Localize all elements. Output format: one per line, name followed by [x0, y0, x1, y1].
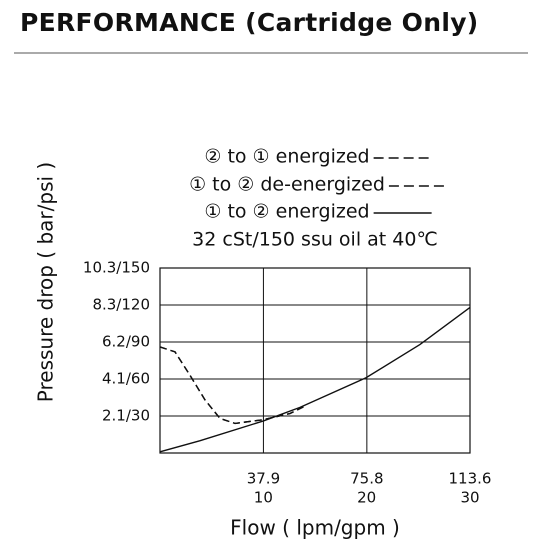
- x2-tick-label: 20: [357, 489, 376, 507]
- legend-label: ① to ② de-energized: [189, 174, 385, 196]
- plot-frame: [159, 267, 471, 454]
- y-tick-label: 4.1/60: [102, 370, 150, 388]
- series-line: [159, 346, 306, 425]
- y-tick-label: 2.1/30: [102, 407, 150, 425]
- x-axis-label: Flow ( lpm/gpm ): [230, 516, 400, 540]
- y-axis-label: Pressure drop ( bar/psi ): [34, 162, 58, 402]
- x-tick-label: 113.6: [449, 470, 492, 488]
- y-tick-label: 8.3/120: [92, 296, 150, 314]
- chart-title: PERFORMANCE (Cartridge Only): [20, 8, 479, 37]
- y-tick-label: 10.3/150: [83, 259, 150, 277]
- legend-label: ① to ② energized: [204, 201, 369, 223]
- legend-label: ② to ① energized: [204, 146, 369, 168]
- annotation: 32 cSt/150 ssu oil at 40℃: [192, 229, 438, 251]
- series-line: [159, 346, 306, 425]
- x2-tick-label: 30: [460, 489, 479, 507]
- x2-tick-label: 10: [254, 489, 273, 507]
- y-tick-label: 6.2/90: [102, 333, 150, 351]
- x-tick-label: 37.9: [247, 470, 280, 488]
- series-line: [159, 306, 471, 453]
- x-tick-label: 75.8: [350, 470, 383, 488]
